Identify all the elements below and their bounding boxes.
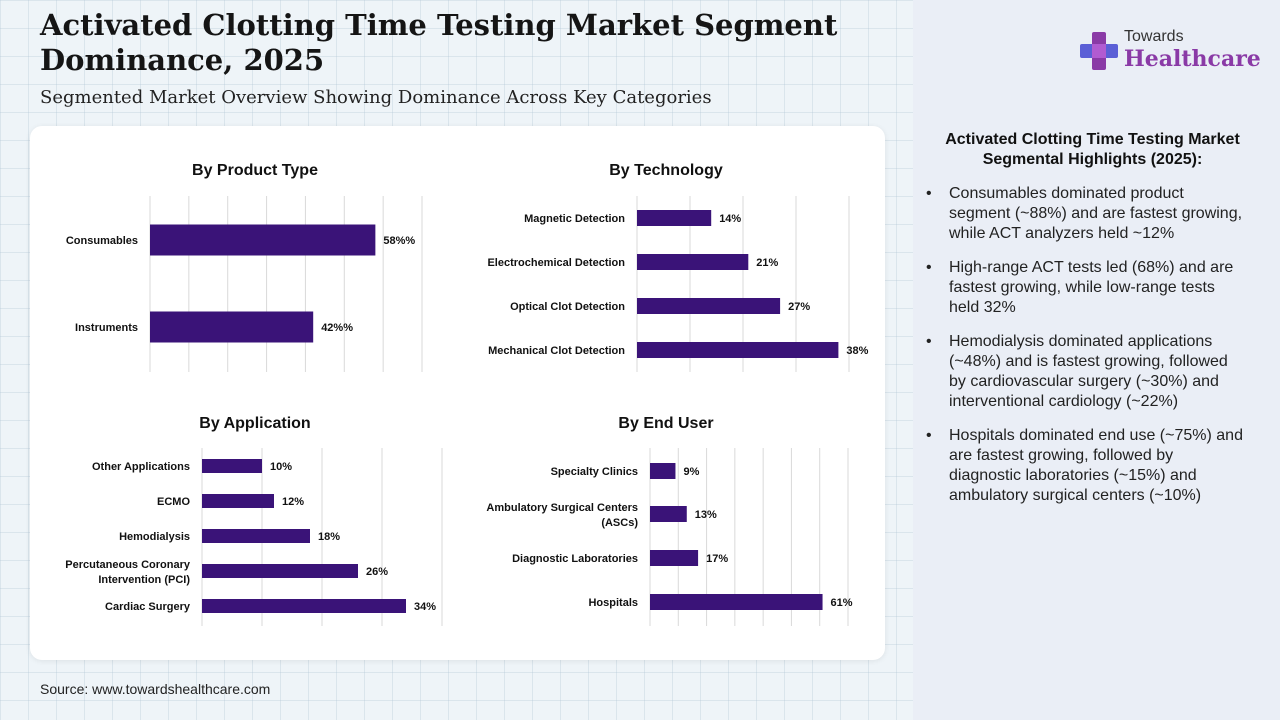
highlight-item: High-range ACT tests led (68%) and are f… bbox=[926, 258, 1246, 318]
bar bbox=[150, 311, 314, 343]
brand-logo: Towards Healthcare bbox=[1078, 26, 1261, 76]
category-label: Percutaneous Coronary Intervention (PCI) bbox=[65, 559, 191, 586]
bar bbox=[650, 594, 823, 610]
data-label: 21% bbox=[756, 257, 778, 269]
category-label: Optical Clot Detection bbox=[510, 301, 625, 313]
highlights-title: Activated Clotting Time Testing Market S… bbox=[945, 131, 1240, 168]
category-label: Hospitals bbox=[588, 597, 638, 609]
data-label: 9% bbox=[683, 466, 699, 478]
category-label: Electrochemical Detection bbox=[487, 257, 625, 269]
bar bbox=[202, 564, 358, 578]
charts-svg: By Product Type Consumables 58%% Instrument… bbox=[65, 162, 869, 626]
data-label: 14% bbox=[719, 213, 741, 225]
category-label: Specialty Clinics bbox=[551, 466, 638, 478]
chart-title: By Application bbox=[199, 415, 310, 432]
highlight-item: Hemodialysis dominated applications (~48… bbox=[926, 332, 1246, 412]
category-label: Mechanical Clot Detection bbox=[488, 345, 625, 357]
data-label: 12% bbox=[282, 496, 304, 508]
medical-cross-icon bbox=[1080, 32, 1118, 70]
data-label: 18% bbox=[318, 531, 340, 543]
chart-title: By Product Type bbox=[192, 162, 318, 179]
bar bbox=[650, 506, 687, 522]
data-label: 58%% bbox=[383, 235, 415, 247]
page-title: Activated Clotting Time Testing Market S… bbox=[40, 8, 838, 77]
chart-title: By Technology bbox=[609, 162, 723, 179]
data-label: 13% bbox=[695, 509, 717, 521]
category-label: Hemodialysis bbox=[119, 531, 190, 543]
bar bbox=[150, 224, 376, 256]
bar bbox=[650, 463, 676, 479]
bar bbox=[637, 342, 839, 358]
category-label: Other Applications bbox=[92, 461, 190, 473]
bar bbox=[637, 210, 712, 226]
category-label: Instruments bbox=[75, 322, 138, 334]
bar bbox=[202, 459, 262, 473]
chart-title: By End User bbox=[618, 415, 713, 432]
highlight-item: Hospitals dominated end use (~75%) and a… bbox=[926, 426, 1246, 506]
category-label: ECMO bbox=[157, 496, 190, 508]
bar bbox=[202, 599, 406, 613]
data-label: 34% bbox=[414, 601, 436, 613]
highlight-item: Consumables dominated product segment (~… bbox=[926, 184, 1246, 244]
bar bbox=[637, 298, 781, 314]
bar bbox=[202, 494, 274, 508]
data-label: 61% bbox=[831, 597, 853, 609]
bar bbox=[202, 529, 310, 543]
bar bbox=[650, 550, 699, 566]
highlights-list: Consumables dominated product segment (~… bbox=[926, 184, 1246, 520]
page-subtitle: Segmented Market Overview Showing Domina… bbox=[40, 87, 712, 108]
data-label: 27% bbox=[788, 301, 810, 313]
source-text: Source: www.towardshealthcare.com bbox=[40, 681, 271, 697]
category-label: Cardiac Surgery bbox=[105, 601, 191, 613]
category-label: Magnetic Detection bbox=[524, 213, 625, 225]
logo-text-main: Healthcare bbox=[1124, 46, 1261, 72]
data-label: 42%% bbox=[321, 322, 353, 334]
category-label: Consumables bbox=[66, 235, 138, 247]
data-label: 38% bbox=[846, 345, 868, 357]
bar bbox=[637, 254, 749, 270]
logo-text-top: Towards bbox=[1124, 28, 1184, 45]
data-label: 10% bbox=[270, 461, 292, 473]
category-label: Diagnostic Laboratories bbox=[512, 553, 638, 565]
data-label: 17% bbox=[706, 553, 728, 565]
category-label: Ambulatory Surgical Centers (ASCs) bbox=[486, 502, 638, 529]
data-label: 26% bbox=[366, 566, 388, 578]
